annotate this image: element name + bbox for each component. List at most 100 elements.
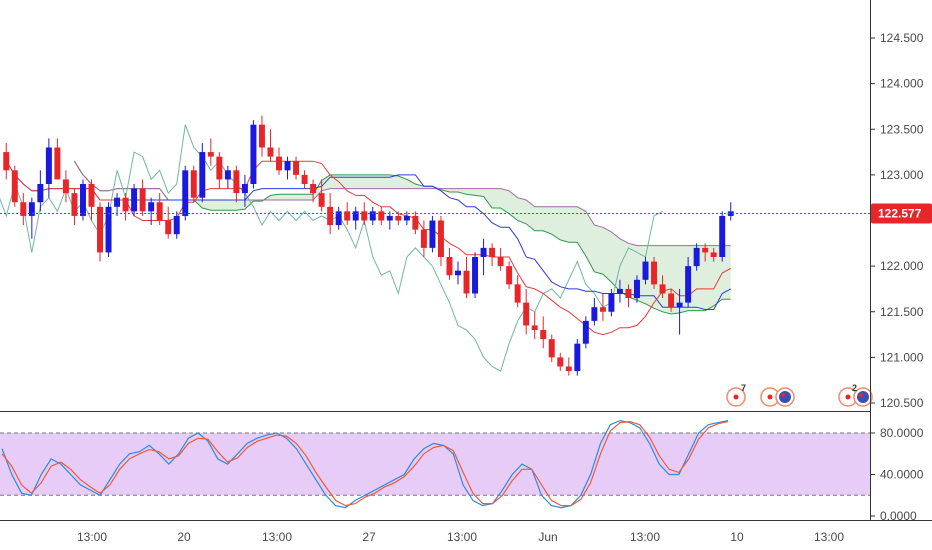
candle-body	[190, 170, 197, 198]
price-tick-label: 123.000	[880, 168, 924, 182]
candle-body	[548, 339, 555, 358]
candle-body	[216, 156, 223, 180]
stochastic-d-line	[1, 420, 729, 507]
candle-body	[386, 215, 393, 221]
candle-body	[361, 211, 368, 221]
stochastic-lines	[1, 419, 729, 509]
candle-body	[284, 161, 291, 171]
candle-body	[88, 184, 95, 207]
candle-body	[403, 215, 410, 221]
candle-body	[131, 188, 138, 212]
stochastic-band	[0, 433, 870, 496]
price-tick-label: 121.000	[880, 350, 924, 364]
candle-body	[582, 320, 589, 344]
candle-body	[3, 152, 10, 171]
candle-body	[344, 211, 351, 221]
event-marker-icon[interactable]	[760, 387, 780, 407]
candle-body	[727, 211, 734, 216]
candle-body	[472, 257, 479, 294]
candle-body	[633, 279, 640, 299]
ichimoku-cloud	[74, 161, 731, 314]
candle-body	[540, 330, 547, 340]
candle-body	[616, 288, 623, 294]
time-label: 27	[362, 530, 376, 544]
candle-body	[437, 220, 444, 257]
candle-body	[455, 270, 461, 276]
candle-body	[156, 202, 163, 221]
stochastic-axis[interactable]: 80.0000 40.0000 0.0000	[870, 426, 924, 523]
candle-body	[122, 197, 129, 212]
candle-body	[557, 357, 564, 367]
price-tick-label: 122.000	[880, 259, 924, 273]
time-axis[interactable]: 13:00 20 13:00 27 13:00 Jun 13:00 10 13:…	[77, 530, 844, 544]
candle-body	[97, 206, 104, 253]
leading-span-b-line	[73, 160, 731, 247]
candle-body	[395, 215, 402, 221]
candle-body	[207, 152, 214, 157]
candle-body	[352, 211, 359, 221]
time-label: 13:00	[447, 530, 477, 544]
candle-body	[651, 261, 658, 285]
candle-body	[412, 215, 419, 230]
candle-body	[105, 206, 112, 253]
candle-body	[241, 184, 248, 194]
candle-body	[318, 193, 325, 207]
candle-body	[173, 215, 180, 235]
time-label: 13:00	[814, 530, 844, 544]
stochastic-tick-label: 80.0000	[880, 426, 924, 440]
candle-body	[258, 124, 265, 148]
candle-body	[429, 220, 436, 248]
event-count: 2	[852, 383, 857, 393]
candle-body	[148, 202, 155, 212]
candle-body	[28, 202, 35, 216]
candle-body	[659, 284, 666, 294]
candle-body	[293, 161, 300, 175]
candle-body	[233, 170, 240, 194]
candle-body	[599, 307, 606, 312]
candle-body	[710, 252, 717, 257]
candle-body	[668, 293, 675, 308]
candle-body	[301, 174, 308, 184]
price-axis[interactable]: 124.500 124.000 123.500 123.000 122.000 121.5…	[870, 31, 924, 410]
candle-body	[480, 247, 487, 257]
candle-body	[463, 270, 470, 294]
time-label: 10	[730, 530, 744, 544]
time-label: 13:00	[630, 530, 660, 544]
candle-body	[420, 229, 427, 248]
candle-body	[71, 193, 78, 216]
candle-body	[642, 261, 649, 280]
candle-body	[693, 247, 700, 267]
candle-body	[62, 179, 69, 194]
candle-body	[719, 215, 726, 257]
time-label: Jun	[538, 530, 557, 544]
candle-body	[676, 302, 683, 308]
candle-body	[531, 325, 538, 330]
stochastic-tick-label: 40.0000	[880, 468, 924, 482]
candle-body	[378, 211, 385, 221]
candle-body	[267, 147, 274, 157]
candle-body	[20, 202, 27, 216]
price-tick-label: 124.500	[880, 31, 924, 45]
price-tick-label: 120.500	[880, 396, 924, 410]
last-price-value: 122.577	[878, 206, 922, 220]
candle-body	[37, 184, 44, 203]
time-label: 13:00	[77, 530, 107, 544]
last-price-label: 122.577	[871, 203, 932, 224]
candle-body	[11, 170, 18, 203]
price-tick-label: 123.500	[880, 122, 924, 136]
stochastic-pane[interactable]	[0, 419, 870, 509]
candle-body	[327, 206, 334, 226]
time-label: 13:00	[262, 530, 292, 544]
event-marker-icon[interactable]	[726, 387, 746, 407]
candle-body	[165, 220, 172, 235]
price-tick-label: 124.000	[880, 77, 924, 91]
candle-body	[139, 188, 146, 212]
flag-icon[interactable]	[853, 387, 873, 407]
event-count: 7	[741, 383, 746, 393]
candle-body	[45, 147, 52, 184]
flag-icon[interactable]	[775, 387, 795, 407]
candle-body	[489, 247, 496, 257]
